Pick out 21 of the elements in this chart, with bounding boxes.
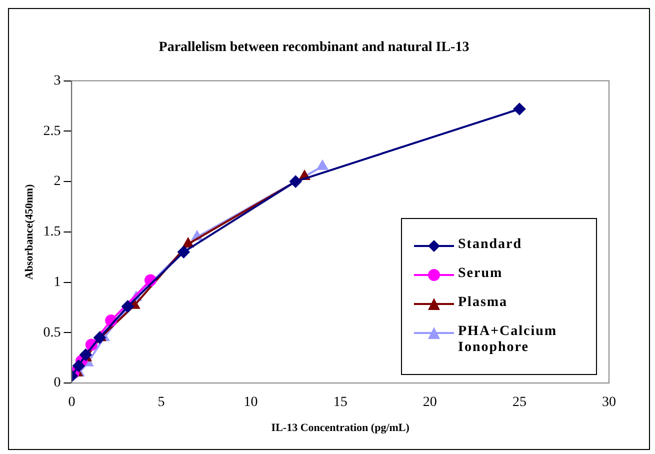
y-tick-label: 2 [54,174,61,190]
y-tick-label: 1.5 [43,224,61,240]
x-tick-label: 10 [244,395,258,410]
chart-title: Parallelism between recombinant and natural IL-13 [158,40,470,56]
x-tick-label: 0 [68,395,76,410]
x-tick-label: 15 [333,395,348,410]
y-tick-label: 0 [54,376,61,391]
y-tick-label: 0.5 [43,325,61,340]
x-tick-label: 30 [602,395,616,410]
legend-label: PHA+Calcium Ionophore [458,324,558,356]
y-axis-title: Absorbance(450nm) [23,184,36,280]
y-tick-label: 3 [54,73,61,88]
legend-label: Standard [458,237,522,253]
y-tick-label: 1 [54,274,61,290]
x-tick-label: 20 [422,395,437,410]
y-tick-label: 2.5 [43,124,61,139]
x-tick-label: 25 [512,395,526,410]
x-axis-title: IL-13 Concentration (pg/mL) [271,422,410,434]
legend-label: Plasma [458,295,508,311]
x-tick-label: 5 [158,395,165,410]
legend-label: Serum [458,266,503,282]
